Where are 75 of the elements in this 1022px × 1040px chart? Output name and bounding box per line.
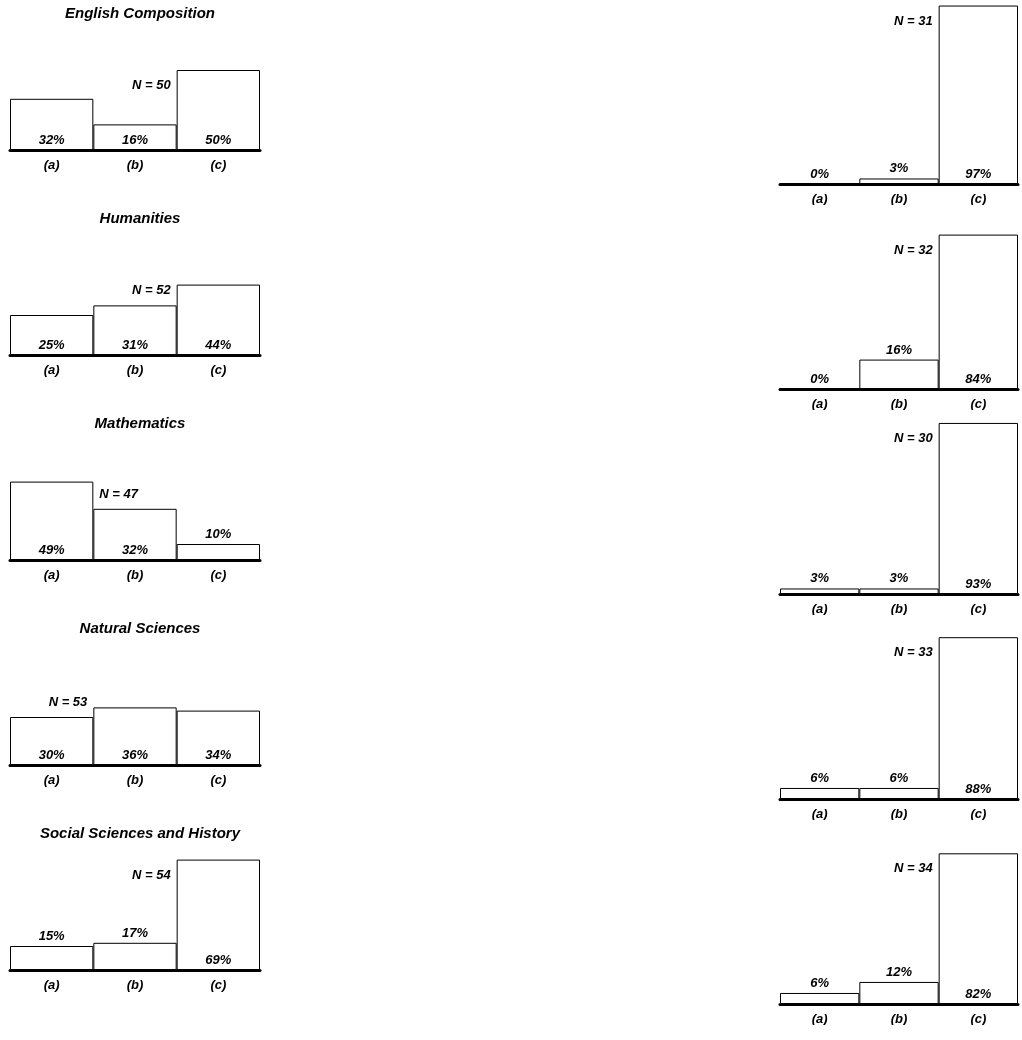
annotation: N = 50 — [131, 77, 172, 92]
x-tick-label: (a) — [43, 157, 60, 172]
data-label: 50% — [205, 132, 232, 147]
data-label: 3% — [889, 160, 909, 176]
x-tick-label: (a) — [811, 396, 828, 411]
data-label: 32% — [121, 542, 149, 557]
data-label: 3% — [889, 570, 909, 586]
x-tick-label: (c) — [210, 772, 227, 787]
chart-title: Humanities — [99, 209, 181, 226]
annotation: N = 30 — [893, 429, 934, 445]
data-label: 15% — [38, 928, 66, 943]
chart-title: Mathematics — [94, 414, 186, 431]
annotation: N = 47 — [99, 485, 139, 501]
data-label: 6% — [810, 769, 830, 785]
data-label: 44% — [204, 337, 232, 352]
chart-title: Natural Sciences — [79, 619, 201, 636]
x-tick-label: (c) — [970, 601, 987, 616]
x-tick-label: (b) — [890, 191, 908, 206]
data-label: 0% — [810, 166, 830, 181]
x-tick-label: (a) — [43, 567, 60, 582]
x-tick-label: (a) — [811, 806, 828, 821]
annotation: N = 34 — [893, 860, 934, 876]
x-tick-label: (b) — [890, 806, 908, 821]
annotation: N = 53 — [48, 694, 89, 709]
x-tick-label: (c) — [210, 977, 227, 992]
x-tick-label: (a) — [43, 977, 60, 992]
annotation: N = 33 — [893, 644, 934, 660]
data-label: 49% — [37, 542, 66, 557]
x-tick-label: (b) — [126, 567, 144, 582]
x-tick-label: (c) — [970, 396, 987, 411]
data-label: 84% — [965, 371, 992, 386]
data-label: 97% — [965, 166, 992, 181]
annotation: N = 54 — [131, 866, 172, 882]
x-tick-label: (b) — [126, 772, 144, 787]
x-tick-label: (c) — [970, 806, 987, 821]
data-label: 16% — [121, 132, 149, 147]
data-label: 82% — [965, 986, 992, 1001]
data-label: 17% — [121, 924, 149, 940]
data-label: 10% — [205, 526, 232, 541]
x-tick-label: (a) — [811, 1011, 828, 1026]
x-tick-label: (c) — [210, 362, 227, 377]
x-tick-label: (a) — [811, 191, 828, 206]
data-label: 88% — [965, 781, 992, 796]
x-tick-label: (b) — [126, 362, 144, 377]
data-label: 30% — [38, 747, 66, 762]
x-tick-label: (a) — [43, 772, 60, 787]
x-tick-label: (b) — [126, 157, 144, 172]
data-label: 12% — [885, 963, 913, 979]
x-tick-label: (b) — [890, 396, 908, 411]
x-tick-label: (b) — [126, 977, 144, 992]
x-tick-label: (a) — [811, 601, 828, 616]
data-label: 32% — [38, 132, 66, 147]
data-label: 69% — [205, 952, 232, 967]
x-tick-label: (b) — [890, 1011, 908, 1026]
data-label: 0% — [810, 371, 830, 386]
data-label: 31% — [121, 337, 149, 352]
x-tick-label: (c) — [210, 157, 227, 172]
data-label: 36% — [121, 747, 149, 762]
x-tick-label: (a) — [43, 362, 60, 377]
chart-title: Social Sciences and History — [39, 824, 241, 841]
x-tick-label: (c) — [970, 1011, 987, 1026]
data-label: 16% — [885, 341, 913, 357]
data-label: 34% — [205, 747, 232, 762]
x-tick-label: (b) — [890, 601, 908, 616]
data-label: 3% — [810, 570, 830, 586]
chart-title: English Composition — [65, 4, 215, 21]
data-label: 25% — [37, 337, 66, 352]
x-tick-label: (c) — [210, 567, 227, 582]
x-tick-label: (c) — [970, 191, 987, 206]
annotation: N = 52 — [131, 282, 172, 298]
data-label: 93% — [965, 576, 992, 591]
data-label: 6% — [810, 974, 830, 990]
annotation: N = 31 — [893, 12, 933, 28]
annotation: N = 32 — [893, 241, 934, 257]
data-label: 6% — [889, 769, 909, 785]
